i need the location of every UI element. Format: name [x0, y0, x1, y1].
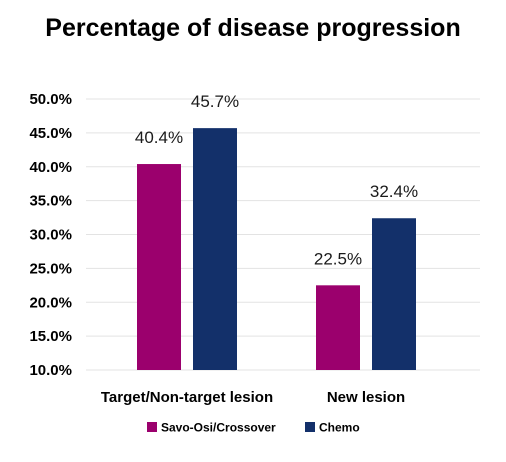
data-labels: 40.4% 45.7% 22.5% 32.4% — [135, 92, 418, 268]
bar-chemo — [372, 218, 416, 370]
legend: Savo-Osi/Crossover Chemo — [147, 421, 360, 435]
y-tick-label: 30.0% — [29, 227, 72, 244]
data-label: 32.4% — [370, 182, 418, 201]
bar-savo-osi — [316, 285, 360, 370]
y-axis-ticks: 10.0% 15.0% 20.0% 25.0% 30.0% 35.0% 40.0% 45.0%… — [29, 91, 72, 379]
y-tick-label: 40.0% — [29, 159, 72, 176]
y-tick-label: 25.0% — [29, 260, 72, 277]
y-tick-label: 20.0% — [29, 294, 72, 311]
legend-swatch — [305, 422, 315, 432]
legend-swatch — [147, 422, 157, 432]
x-category-label: Target/Non-target lesion — [101, 389, 273, 406]
bars — [137, 128, 416, 370]
y-tick-label: 35.0% — [29, 193, 72, 210]
x-category-label: New lesion — [327, 389, 405, 406]
y-tick-label: 50.0% — [29, 91, 72, 108]
bar-chemo — [193, 128, 237, 370]
legend-label: Savo-Osi/Crossover — [161, 421, 276, 435]
y-tick-label: 15.0% — [29, 328, 72, 345]
y-tick-label: 45.0% — [29, 125, 72, 142]
chart-title: Percentage of disease progression — [45, 14, 460, 42]
data-label: 45.7% — [191, 92, 239, 111]
x-axis-categories: Target/Non-target lesion New lesion — [101, 389, 405, 406]
data-label: 40.4% — [135, 128, 183, 147]
legend-label: Chemo — [319, 421, 360, 435]
y-tick-label: 10.0% — [29, 362, 72, 379]
data-label: 22.5% — [314, 249, 362, 268]
bar-savo-osi — [137, 164, 181, 370]
